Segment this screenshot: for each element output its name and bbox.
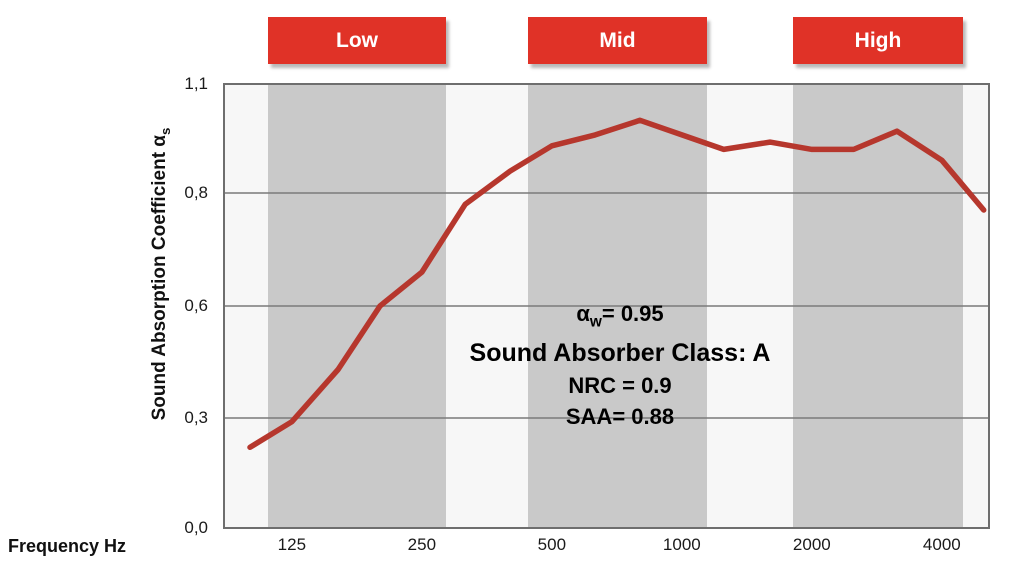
alpha-subscript: w	[589, 313, 602, 331]
y-tick-label-1-1: 1,1	[184, 74, 208, 93]
band-banner-low: Low	[268, 17, 446, 64]
band-banner-mid: Mid	[528, 17, 707, 64]
annotation-alpha-w: αw= 0.95	[430, 299, 810, 337]
y-tick-label-0-0: 0,0	[184, 518, 208, 537]
x-tick-label-4000: 4000	[922, 535, 961, 554]
x-axis-title: Frequency Hz	[8, 536, 127, 556]
band-banner-low-label: Low	[336, 28, 378, 52]
x-tick-label-250: 250	[407, 535, 437, 554]
x-tick-label-125: 125	[277, 535, 307, 554]
x-tick-label-2000: 2000	[792, 535, 831, 554]
band-banner-mid-label: Mid	[599, 28, 636, 52]
x-tick-label-1000: 1000	[662, 535, 701, 554]
y-axis-title-text: Sound Absorption Coefficient α	[149, 135, 170, 421]
annotation-block: αw= 0.95 Sound Absorber Class: A NRC = 0…	[430, 299, 810, 432]
y-tick-label-0-3: 0,3	[184, 408, 208, 427]
absorption-curve	[247, 117, 987, 451]
alpha-symbol: α	[576, 301, 590, 326]
band-banner-high: High	[793, 17, 963, 64]
y-tick-label-0-8: 0,8	[184, 183, 208, 202]
x-tick-label-500: 500	[537, 535, 567, 554]
annotation-absorber-class: Sound Absorber Class: A	[469, 339, 771, 368]
band-banner-high-label: High	[854, 28, 902, 52]
annotation-nrc: NRC = 0.9	[568, 373, 672, 399]
plot-border	[223, 83, 990, 529]
alpha-value: = 0.95	[601, 301, 664, 326]
y-axis-title-subscript: s	[157, 127, 173, 135]
annotation-saa: SAA= 0.88	[565, 404, 675, 430]
y-tick-label-0-6: 0,6	[184, 296, 208, 315]
